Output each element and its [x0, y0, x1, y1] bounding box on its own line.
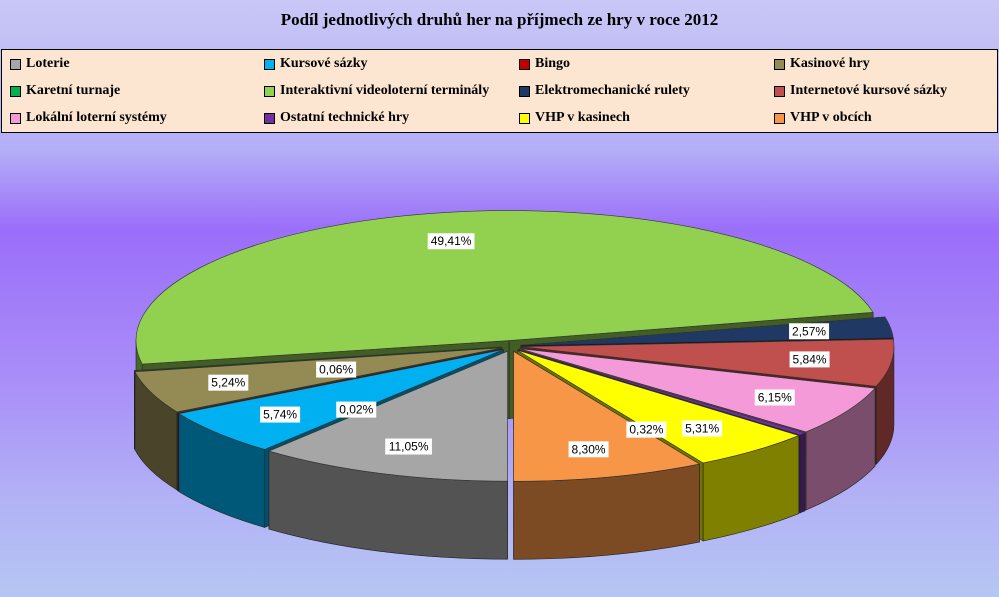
- slice-side: [799, 432, 806, 514]
- data-label-box: [682, 420, 723, 437]
- legend-label: Interaktivní videoloterní terminály: [280, 83, 490, 98]
- pie-slice: [178, 349, 504, 450]
- data-label: 5,24%: [211, 376, 245, 390]
- legend-label: Elektromechanické rulety: [535, 83, 690, 98]
- data-label: 0,32%: [629, 423, 663, 437]
- legend-label: Bingo: [535, 56, 571, 71]
- legend-swatch: [10, 112, 21, 124]
- data-label-box: [568, 441, 609, 458]
- pie-slice: [176, 348, 503, 414]
- data-label-box: [336, 401, 377, 418]
- data-label: 5,74%: [263, 408, 297, 422]
- pie-slice: [135, 210, 874, 365]
- chart-title: Podíl jednotlivých druhů her na příjmech…: [280, 10, 719, 29]
- legend-entry: VHP v obcích: [774, 110, 872, 126]
- data-label-box: [260, 406, 301, 423]
- legend-entry: Internetové kursové sázky: [774, 83, 947, 99]
- pie-slice: [520, 338, 895, 387]
- legend-label: Karetní turnaje: [26, 83, 121, 98]
- pie-slice: [134, 347, 502, 413]
- legend-label: Ostatní technické hry: [280, 110, 410, 125]
- data-label: 11,05%: [389, 440, 429, 454]
- legend-label: Internetové kursové sázky: [790, 83, 948, 98]
- legend-swatch: [264, 112, 275, 124]
- data-label: 49,41%: [431, 234, 472, 248]
- legend-label: Lokální loterní systémy: [26, 110, 167, 125]
- legend-swatch: [519, 85, 530, 97]
- data-label: 0,06%: [319, 363, 353, 377]
- legend-entry: Bingo: [519, 56, 570, 72]
- data-label-box: [385, 438, 433, 455]
- legend-swatch: [264, 85, 275, 97]
- data-label: 8,30%: [572, 442, 606, 456]
- data-label-box: [427, 233, 475, 250]
- legend-entry: VHP v kasinech: [519, 110, 630, 126]
- legend-swatch: [519, 112, 530, 124]
- pie-slice: [519, 348, 876, 433]
- legend-entry: Elektromechanické rulety: [519, 83, 690, 99]
- legend-label: Loterie: [26, 56, 70, 71]
- data-label-box: [789, 323, 830, 340]
- data-label-box: [754, 389, 795, 406]
- data-label-box: [626, 421, 667, 438]
- legend-entry: Kasinové hry: [774, 56, 870, 72]
- data-label: 5,31%: [685, 422, 719, 436]
- legend-swatch: [774, 112, 785, 124]
- pie-slice: [518, 349, 806, 436]
- legend-entry: Interaktivní videoloterní terminály: [264, 83, 489, 99]
- legend-entry: Ostatní technické hry: [264, 110, 409, 126]
- data-label: 2,57%: [792, 324, 826, 338]
- legend-swatch: [10, 85, 21, 97]
- legend-swatch: [519, 58, 530, 70]
- data-label: 6,15%: [758, 390, 792, 404]
- data-label-box: [789, 351, 830, 368]
- legend-label: VHP v kasinech: [535, 110, 630, 125]
- legend-swatch: [264, 58, 275, 70]
- legend-label: Kursové sázky: [280, 56, 368, 71]
- legend-swatch: [774, 58, 785, 70]
- legend-entry: Loterie: [10, 56, 70, 72]
- legend-entry: Kursové sázky: [264, 56, 368, 72]
- legend-swatch: [774, 85, 785, 97]
- legend-entry: Lokální loterní systémy: [10, 110, 167, 126]
- data-label: 0,02%: [339, 403, 373, 417]
- legend-swatch: [10, 58, 21, 70]
- pie-labels: 11,05% 5,74% 0,02% 5,24% 0,06% 49,41% 2,57% 5,8…: [208, 233, 830, 458]
- pie-slice: [513, 350, 701, 482]
- chart-legend: Loterie Kursové sázky Bingo Kasinové hry Kar…: [1, 49, 998, 133]
- data-label-box: [208, 374, 249, 391]
- data-label-box: [316, 361, 357, 378]
- legend-entry: Karetní turnaje: [10, 83, 120, 99]
- pie-slice: [133, 346, 502, 372]
- legend-label: VHP v obcích: [790, 110, 872, 125]
- pie-slice: [517, 349, 800, 464]
- pie-slice: [268, 350, 508, 482]
- legend-label: Kasinové hry: [790, 56, 870, 71]
- data-label: 5,84%: [793, 352, 827, 366]
